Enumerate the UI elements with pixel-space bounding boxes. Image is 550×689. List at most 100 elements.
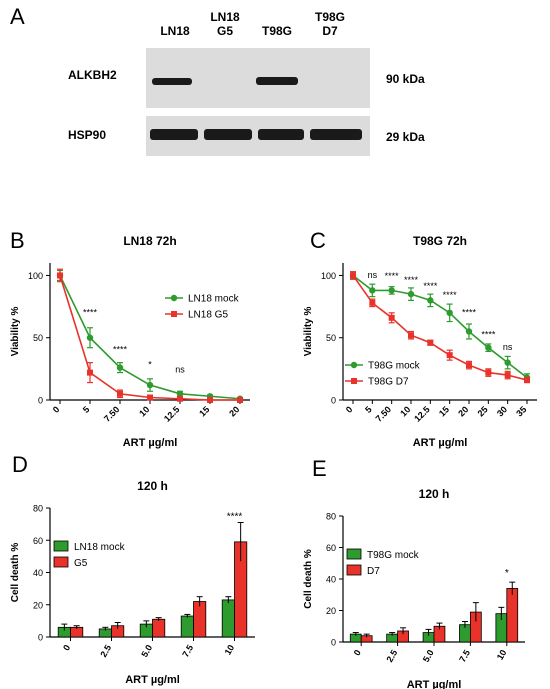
- chart-d-x-tick-label: 10: [223, 643, 237, 657]
- chart-e-x-label: ART µg/ml: [407, 679, 462, 689]
- chart-c-point: [369, 287, 376, 294]
- chart-c-x-tick-label: 30: [495, 404, 509, 418]
- chart-e-y-tick-label: 40: [326, 575, 336, 585]
- chart-b-x-tick-label: 10: [137, 404, 151, 418]
- chart-e-x-tick-label: 5.0: [421, 648, 436, 664]
- chart-b-legend-marker: [170, 294, 178, 302]
- chart-e-title: 120 h: [419, 487, 450, 501]
- chart-e-legend-label: T98G mock: [367, 550, 420, 561]
- chart-d-x-label: ART µg/ml: [125, 674, 180, 686]
- chart-c-point: [485, 369, 492, 376]
- panel-d-letter: D: [12, 452, 28, 477]
- chart-b-ln18-viability: LN18 72h 0 50 100 Viability % ART µg/ml 0 5 7.50…: [10, 234, 250, 449]
- chart-c-x-tick-label: 12.5: [412, 404, 431, 423]
- chart-b-significance: ns: [175, 365, 185, 375]
- kda-alkbh2: 90 kDa: [386, 72, 425, 86]
- chart-e-significance: *: [505, 568, 509, 579]
- chart-b-legend-label: LN18 mock: [188, 294, 240, 305]
- chart-c-x-label: ART µg/ml: [413, 437, 468, 449]
- chart-d-legend-label: LN18 mock: [74, 542, 126, 553]
- chart-b-legend-marker: [171, 311, 177, 317]
- chart-b-point: [86, 334, 94, 341]
- chart-b-x-tick-label: 7.50: [102, 404, 121, 423]
- chart-c-x-tick-label: 15: [437, 404, 451, 418]
- chart-b-point: [176, 390, 184, 397]
- chart-d-y-tick-label: 60: [33, 536, 43, 546]
- chart-d-legend-swatch: [53, 556, 69, 568]
- chart-b-y-tick-label: 50: [33, 333, 43, 343]
- chart-c-point: [504, 359, 511, 366]
- chart-b-y-label: Viability %: [10, 306, 21, 356]
- band-hsp90-lane1: [150, 129, 198, 140]
- chart-d-bar: [180, 615, 194, 638]
- chart-c-point: [466, 362, 472, 369]
- lane-label-3: T98G: [261, 24, 292, 38]
- chart-c-point: [369, 299, 376, 306]
- chart-c-point: [388, 314, 395, 321]
- chart-c-point: [350, 272, 356, 279]
- chart-c-y-tick-label: 50: [326, 333, 336, 343]
- chart-b-x-tick-label: 5: [81, 404, 92, 415]
- chart-c-point: [465, 328, 473, 335]
- chart-c-significance: ns: [368, 270, 378, 280]
- chart-c-significance: ****: [443, 290, 458, 300]
- chart-d-y-tick-label: 0: [38, 633, 43, 643]
- panel-a-letter: A: [10, 4, 25, 29]
- chart-d-ln18-cell-death: 120 h 0 20 40 60 80 Cell death % ART µg/ml 0 2.5 5…: [10, 479, 255, 686]
- chart-d-y-tick-label: 80: [33, 504, 43, 514]
- chart-e-legend-swatch: [346, 548, 362, 560]
- blot-row-label-hsp90: HSP90: [68, 128, 107, 142]
- chart-e-y-label: Cell death %: [303, 549, 314, 609]
- chart-c-point: [485, 344, 492, 351]
- chart-e-legend-swatch: [346, 564, 362, 576]
- chart-c-significance: ****: [404, 275, 419, 285]
- chart-d-y-tick-label: 40: [33, 568, 43, 578]
- chart-c-series-line: [352, 274, 528, 379]
- chart-b-point: [57, 272, 63, 279]
- chart-c-point: [504, 372, 511, 379]
- chart-c-point: [446, 309, 453, 317]
- chart-b-point: [146, 381, 154, 389]
- band-hsp90-lane3: [258, 129, 304, 140]
- chart-b-x-label: ART µg/ml: [123, 437, 178, 449]
- chart-c-x-tick-label: 7.50: [374, 404, 393, 423]
- blot-hsp90: [146, 116, 370, 156]
- chart-c-x-tick-label: 35: [514, 404, 528, 418]
- band-hsp90-lane2: [204, 129, 252, 140]
- kda-hsp90: 29 kDa: [386, 130, 425, 144]
- chart-e-t98g-cell-death: 120 h 0 20 40 60 80 Cell death % ART µg/ml 0 2.5 5…: [303, 487, 525, 689]
- chart-c-significance: ****: [423, 281, 438, 291]
- chart-c-point: [407, 290, 415, 298]
- chart-e-y-tick-label: 20: [326, 606, 336, 616]
- panel-b-letter: B: [10, 228, 25, 253]
- chart-e-y-tick-label: 0: [331, 638, 336, 648]
- chart-c-point: [524, 377, 530, 384]
- chart-b-significance: ****: [83, 307, 98, 317]
- chart-c-point: [388, 287, 395, 294]
- panel-c-letter: C: [310, 228, 326, 253]
- chart-e-x-tick-label: 2.5: [384, 648, 399, 664]
- chart-b-y-tick-label: 0: [38, 396, 43, 406]
- chart-d-y-label: Cell death %: [10, 543, 21, 603]
- band-alkbh2-lane1: [152, 78, 192, 85]
- chart-b-point: [87, 369, 93, 376]
- lane-label-1: LN18: [160, 24, 190, 38]
- chart-e-x-tick-label: 10: [495, 648, 509, 662]
- chart-c-legend-label: T98G mock: [368, 361, 421, 372]
- chart-d-y-tick-label: 20: [33, 600, 43, 610]
- chart-d-legend-label: G5: [74, 558, 88, 569]
- chart-d-x-tick-label: 7.5: [180, 643, 195, 659]
- chart-b-x-tick-label: 12.5: [162, 404, 181, 423]
- chart-c-significance: ****: [462, 307, 477, 317]
- chart-d-x-tick-label: 2.5: [98, 643, 113, 659]
- chart-b-title: LN18 72h: [123, 234, 176, 248]
- chart-c-legend-marker: [350, 361, 358, 369]
- blot-alkbh2: [146, 48, 370, 108]
- chart-e-bar: [506, 588, 519, 643]
- panel-e-letter: E: [312, 456, 327, 481]
- blot-row-label-alkbh2: ALKBH2: [68, 68, 117, 82]
- chart-b-point: [207, 397, 213, 403]
- chart-d-title: 120 h: [137, 479, 168, 493]
- chart-b-x-tick-label: 20: [227, 404, 241, 418]
